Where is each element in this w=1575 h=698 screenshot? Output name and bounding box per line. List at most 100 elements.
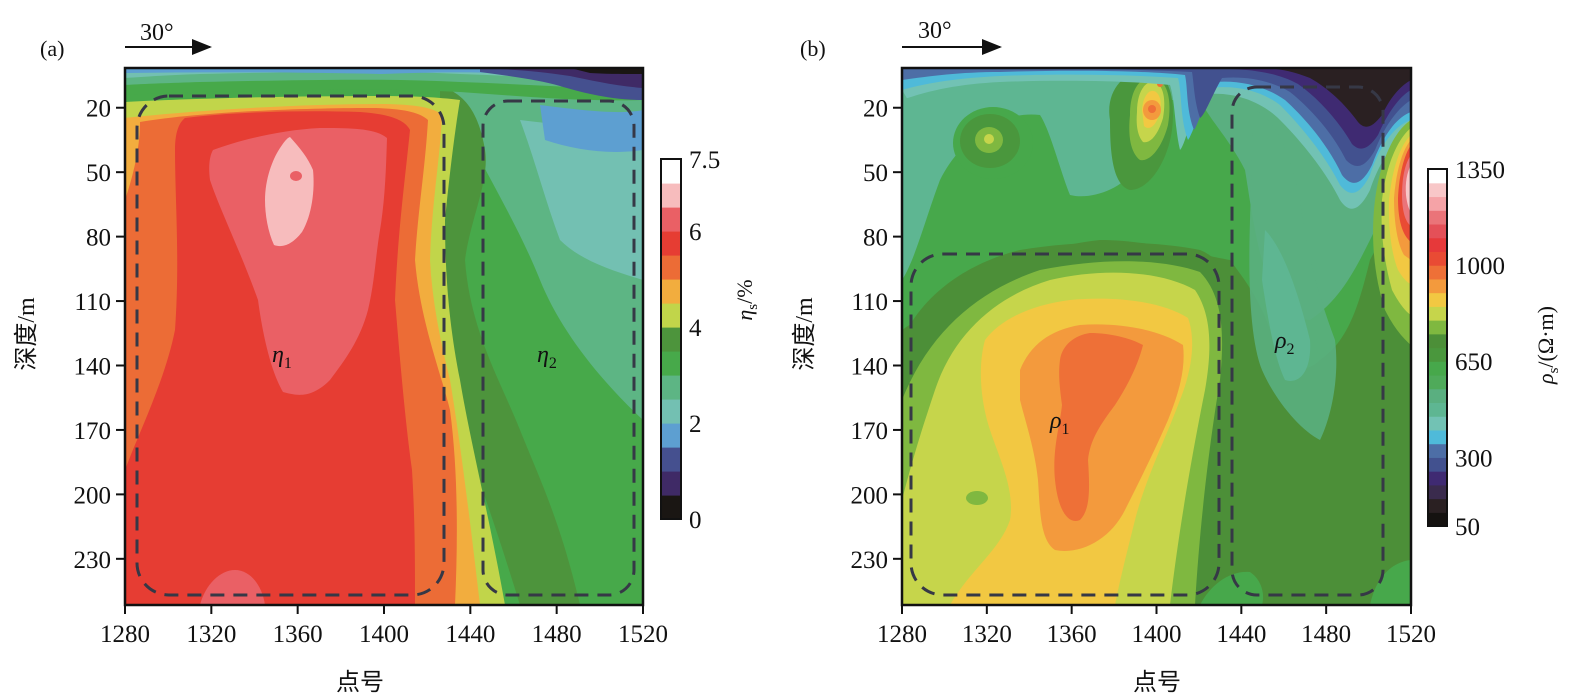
y-tick-label: 50	[86, 160, 111, 187]
colorbar-tick-label: 1350	[1455, 157, 1505, 184]
y-tick-label: 170	[851, 418, 889, 445]
y-tick-label: 230	[74, 547, 112, 574]
colorbar-swatch	[1428, 210, 1447, 225]
x-tick-label: 1360	[273, 621, 323, 648]
colorbar-swatch	[1428, 402, 1447, 417]
colorbar-a: 0 2 4 6 7.5	[660, 147, 720, 534]
colorbar-swatch	[661, 231, 681, 256]
colorbar-swatch	[1428, 292, 1447, 307]
anomaly-box-rho2	[1230, 85, 1385, 597]
colorbar-swatch	[1428, 333, 1447, 349]
colorbar-swatch	[1428, 512, 1447, 527]
contour-band	[209, 128, 387, 395]
colorbar-swatch	[661, 327, 681, 352]
colorbar-swatch	[1428, 347, 1447, 362]
contour-band	[1200, 571, 1264, 605]
axes-b: 1280 1320 1360 1400 1440 1480 1520 20 50 80 110 140…	[851, 96, 1437, 648]
contour-band	[1370, 560, 1411, 605]
colorbar-label-a: ηs/%	[732, 279, 761, 320]
panel-label-b: (b)	[800, 36, 826, 61]
colorbar-swatch	[661, 303, 681, 328]
colorbar-frame	[1427, 168, 1448, 527]
y-tick-label: 110	[74, 289, 111, 316]
contour-band	[966, 491, 988, 505]
colorbar-swatch	[1428, 265, 1447, 280]
colorbar-tick-label: 650	[1455, 349, 1493, 376]
colorbar-swatch	[661, 279, 681, 304]
colorbar-tick-label: 6	[689, 219, 702, 246]
contour-band	[984, 134, 994, 144]
y-tick-label: 110	[851, 289, 888, 316]
x-tick-label: 1440	[1216, 621, 1266, 648]
direction-label-b: 30°	[918, 18, 952, 44]
contour-band	[440, 90, 580, 605]
colorbar-swatch	[1428, 237, 1447, 252]
panel-a: (a) 30°	[13, 20, 761, 696]
x-tick-label: 1400	[359, 621, 409, 648]
y-tick-label: 20	[863, 96, 888, 123]
colorbar-swatch	[1428, 457, 1447, 472]
colorbar-swatch	[1428, 251, 1447, 266]
x-tick-label: 1360	[1047, 621, 1097, 648]
colorbar-swatch	[1428, 498, 1447, 513]
x-tick-label: 1440	[445, 621, 495, 648]
colorbar-b: 50 300 650 1000 1350	[1427, 157, 1505, 541]
region-label-eta1: η1	[272, 342, 292, 372]
colorbar-tick-label: 50	[1455, 514, 1480, 541]
panel-label-a: (a)	[40, 36, 64, 61]
contour-band	[1148, 105, 1156, 113]
colorbar-swatch	[1428, 306, 1447, 321]
x-tick-label: 1520	[618, 621, 668, 648]
colorbar-swatch	[1428, 223, 1447, 239]
colorbar-swatch	[1428, 429, 1447, 445]
colorbar-swatch	[1428, 278, 1447, 294]
colorbar-swatch	[661, 375, 681, 400]
colorbar-swatch	[661, 183, 681, 208]
colorbar-swatch	[661, 423, 681, 448]
colorbar-swatch	[1428, 169, 1447, 184]
y-tick-label: 50	[863, 160, 888, 187]
y-tick-label: 80	[863, 225, 888, 252]
contour-band	[290, 171, 302, 181]
axes-a: 1280 1320 1360 1400 1440 1480 1520 20 50 80 110 140…	[74, 96, 669, 648]
colorbar-swatch	[1428, 416, 1447, 431]
contour-band	[1262, 230, 1311, 381]
colorbar-swatch	[661, 471, 681, 496]
x-tick-label: 1280	[100, 621, 150, 648]
colorbar-swatch	[1428, 320, 1447, 335]
y-axis-label-b: 深度/m	[791, 297, 818, 371]
contour-band	[1054, 333, 1143, 521]
colorbar-tick-label: 1000	[1455, 253, 1505, 280]
colorbar-swatch	[1428, 374, 1447, 390]
contour-band	[1265, 68, 1411, 127]
y-tick-label: 140	[74, 353, 112, 380]
x-tick-label: 1320	[962, 621, 1012, 648]
colorbar-frame	[660, 158, 682, 520]
region-label-rho1: ρ1	[1049, 408, 1070, 438]
contour-band	[1405, 165, 1411, 212]
colorbar-tick-label: 0	[689, 507, 702, 534]
colorbar-swatch	[1428, 361, 1447, 376]
contour-band	[902, 68, 1411, 183]
colorbar-swatch	[661, 351, 681, 376]
colorbar-tick-label: 300	[1455, 445, 1493, 472]
colorbar-swatch	[1428, 484, 1447, 500]
anomaly-box-eta1	[135, 94, 446, 597]
y-tick-label: 80	[86, 225, 111, 252]
colorbar-swatch	[661, 495, 681, 520]
x-axis-label-b: 点号	[1133, 669, 1181, 696]
colorbar-tick-label: 7.5	[689, 147, 720, 174]
contour-band	[540, 105, 643, 152]
region-label-eta2: η2	[537, 342, 557, 372]
contour-band	[520, 120, 643, 280]
colorbar-label-b: ρs/(Ω·m)	[1533, 306, 1562, 385]
contour-band	[902, 90, 922, 280]
contour-band	[902, 68, 1411, 193]
x-axis-label-a: 点号	[336, 669, 384, 696]
colorbar-swatch	[661, 207, 681, 232]
contour-band	[1249, 110, 1337, 440]
contour-band	[570, 68, 643, 74]
direction-label-a: 30°	[140, 20, 174, 46]
colorbar-swatch	[1428, 196, 1447, 211]
